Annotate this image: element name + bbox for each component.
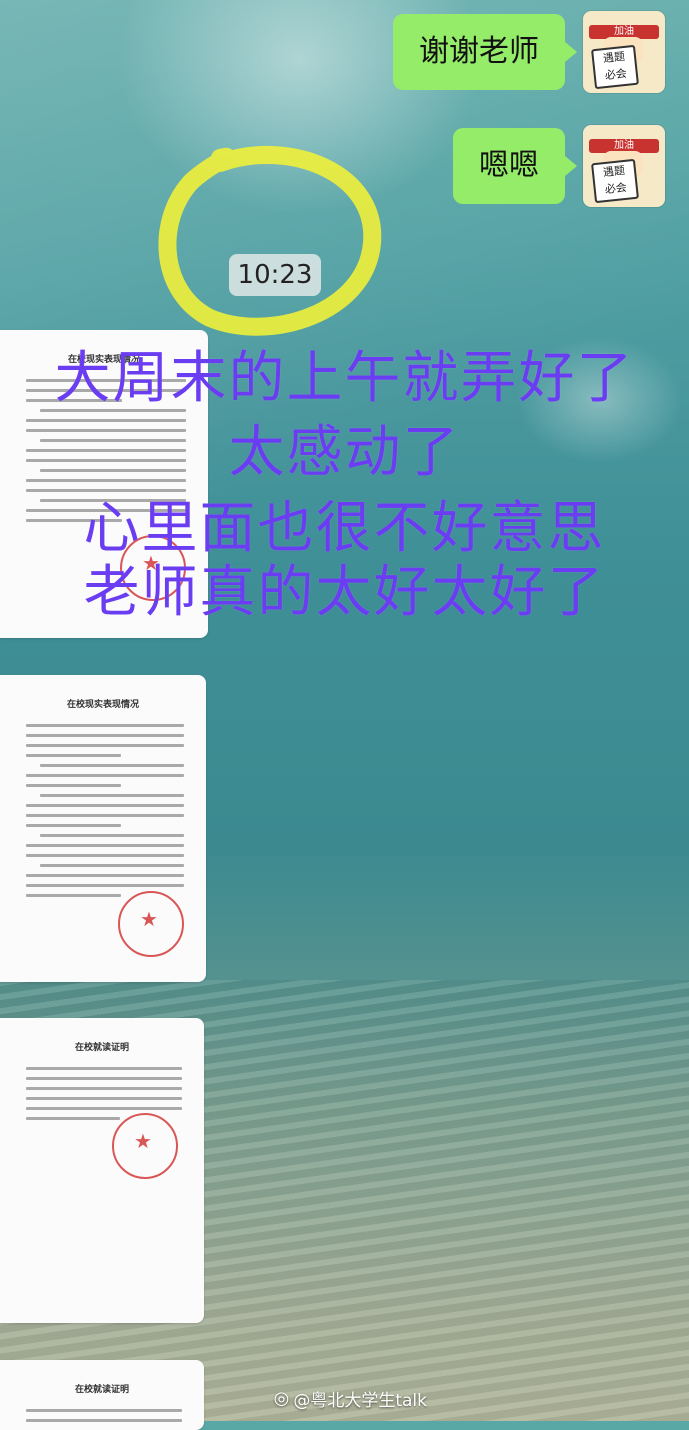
overlay-caption-line: 大周末的上午就弄好了	[54, 346, 635, 411]
watermark-text: @粤北大学生talk	[293, 1391, 427, 1411]
official-seal	[112, 1113, 178, 1179]
document-image[interactable]: 在校现实表现情况	[0, 330, 208, 638]
document-image[interactable]: 在校现实表现情况	[0, 675, 206, 982]
document-text-lines	[26, 1067, 182, 1120]
weibo-icon: ◎	[273, 1388, 290, 1409]
document-title: 在校就读证明	[74, 1385, 129, 1395]
chat-message-row: 谢谢老师 加油 遇题 必会	[393, 11, 665, 93]
avatar-sign-line: 必会	[604, 66, 628, 83]
document-title: 在校就读证明	[74, 1043, 129, 1053]
avatar-sign-line: 遇题	[602, 163, 626, 180]
document-text-lines	[26, 379, 186, 522]
overlay-caption-line: 老师真的太好太好了	[83, 560, 606, 625]
message-bubble[interactable]: 谢谢老师	[393, 14, 577, 90]
overlay-caption-line: 太感动了	[228, 420, 461, 485]
document-text-lines	[26, 1409, 182, 1422]
watermark: ◎ @粤北大学生talk	[274, 1386, 427, 1411]
avatar-headband: 加油	[589, 139, 659, 153]
chat-message-row: 嗯嗯 加油 遇题 必会	[453, 125, 665, 207]
avatar-sign-line: 遇题	[602, 49, 626, 66]
message-bubble[interactable]: 嗯嗯	[453, 128, 577, 204]
document-text-lines	[26, 724, 184, 897]
chat-timestamp: 10:23	[229, 254, 321, 296]
avatar-sign: 遇题 必会	[591, 44, 639, 90]
avatar-sign: 遇题 必会	[591, 158, 639, 204]
avatar-headband: 加油	[589, 25, 659, 39]
avatar-sign-line: 必会	[604, 180, 628, 197]
user-avatar[interactable]: 加油 遇题 必会	[583, 11, 665, 93]
highlight-circle-annotation	[158, 146, 382, 336]
official-seal	[118, 891, 184, 957]
overlay-caption-line: 心里面也很不好意思	[83, 496, 606, 561]
document-image[interactable]: 在校就读证明	[0, 1018, 204, 1323]
document-image[interactable]: 在校就读证明	[0, 1360, 204, 1430]
official-seal	[120, 535, 186, 601]
user-avatar[interactable]: 加油 遇题 必会	[583, 125, 665, 207]
document-title: 在校现实表现情况	[66, 700, 139, 710]
document-title: 在校现实表现情况	[67, 355, 140, 365]
